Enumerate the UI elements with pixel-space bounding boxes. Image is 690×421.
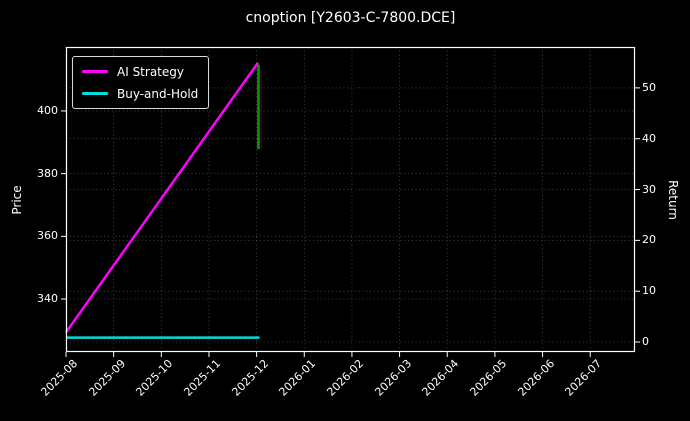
y-right-tick-label: 40 (642, 131, 656, 145)
y-right-tick-label: 30 (642, 182, 656, 196)
y-right-tick-label: 10 (642, 284, 656, 298)
y-left-tick-label: 360 (37, 229, 58, 243)
legend: AI Strategy Buy-and-Hold (72, 56, 210, 109)
legend-item-ai-strategy: AI Strategy (82, 63, 198, 80)
y-right-tick-label: 50 (642, 80, 656, 94)
legend-item-buy-and-hold: Buy-and-Hold (82, 85, 198, 102)
plot-border (65, 46, 636, 353)
legend-label-ai-strategy: AI Strategy (117, 64, 184, 79)
y-right-tick-label: 20 (642, 233, 656, 247)
y-left-tick-label: 380 (37, 166, 58, 180)
y-left-tick-label: 340 (37, 292, 58, 306)
buy-and-hold-line-swatch-icon (82, 92, 108, 95)
legend-label-buy-and-hold: Buy-and-Hold (117, 86, 199, 101)
chart-title: cnoption [Y2603-C-7800.DCE] (245, 10, 456, 26)
y-right-tick-label: 0 (642, 335, 649, 349)
series-ai-strategy (64, 61, 260, 334)
ai-strategy-line-swatch-icon (82, 70, 108, 73)
y-left-tick-label: 400 (37, 103, 58, 117)
